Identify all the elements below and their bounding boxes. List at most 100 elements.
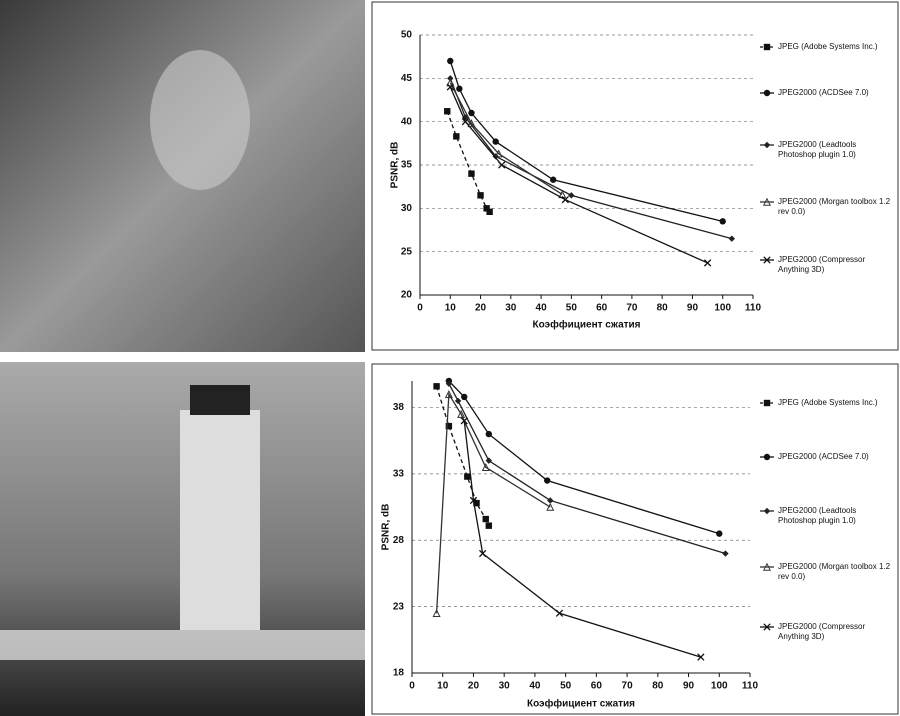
legend-label: JPEG2000 (Compressor Anything 3D)	[778, 255, 866, 274]
marker	[544, 477, 551, 484]
legend-label: JPEG2000 (ACDSee 7.0)	[778, 88, 869, 97]
x-axis-label: Коэффициент сжатия	[532, 319, 640, 331]
x-tick-label: 110	[745, 303, 762, 314]
y-tick-label: 23	[393, 601, 405, 612]
marker	[719, 218, 726, 225]
x-tick-label: 50	[560, 681, 572, 692]
marker	[498, 161, 506, 169]
marker	[444, 389, 453, 398]
x-tick-label: 110	[742, 681, 759, 692]
marker	[697, 653, 705, 661]
marker	[445, 380, 453, 387]
marker	[456, 85, 463, 92]
series-line	[449, 60, 723, 222]
marker	[763, 399, 771, 407]
legend-label: JPEG2000 (Leadtools Photoshop plugin 1.0…	[778, 506, 857, 525]
marker	[454, 397, 462, 405]
marker	[547, 497, 554, 504]
y-axis-label: PSNR, dB	[390, 142, 401, 189]
marker	[485, 522, 493, 529]
y-tick-label: 30	[401, 203, 413, 214]
marker	[481, 462, 490, 471]
photo-detail	[190, 385, 250, 415]
marker	[433, 383, 440, 390]
legend-label: JPEG2000 (Leadtools Photoshop plugin 1.0…	[778, 140, 857, 159]
marker	[763, 507, 771, 515]
marker	[703, 259, 712, 267]
x-tick-label: 40	[529, 681, 541, 692]
marker	[763, 623, 771, 631]
x-tick-label: 60	[596, 303, 608, 314]
x-tick-label: 90	[687, 303, 699, 314]
y-tick-label: 45	[401, 73, 413, 84]
y-tick-label: 20	[401, 290, 413, 301]
x-tick-label: 90	[683, 681, 695, 692]
series-line	[449, 86, 708, 264]
legend-label: JPEG (Adobe Systems Inc.)	[778, 42, 878, 51]
y-tick-label: 25	[401, 246, 413, 257]
legend-label: JPEG2000 (Morgan toolbox 1.2 rev 0.0)	[778, 197, 891, 216]
marker	[762, 197, 772, 206]
marker	[468, 109, 475, 117]
marker	[486, 208, 493, 215]
marker	[492, 138, 499, 145]
marker	[763, 43, 771, 51]
marker	[453, 133, 460, 140]
marker	[479, 549, 487, 558]
y-axis-label: PSNR, dB	[381, 504, 392, 551]
marker	[444, 108, 451, 115]
marker	[477, 192, 484, 199]
marker	[447, 75, 454, 82]
photo-detail	[180, 410, 260, 630]
x-tick-label: 10	[437, 681, 449, 692]
marker	[461, 118, 470, 126]
marker	[728, 235, 736, 242]
x-tick-label: 10	[445, 303, 457, 314]
marker	[445, 422, 453, 430]
x-tick-label: 80	[657, 303, 669, 314]
series-line	[463, 420, 702, 658]
marker	[763, 453, 771, 461]
x-tick-label: 70	[622, 681, 634, 692]
marker	[464, 473, 471, 480]
x-axis-label: Коэффициент сжатия	[527, 698, 635, 710]
legend-label: JPEG2000 (Morgan toolbox 1.2 rev 0.0)	[778, 562, 891, 581]
marker	[762, 562, 772, 571]
y-tick-label: 35	[401, 160, 413, 171]
marker	[469, 496, 478, 505]
y-tick-label: 33	[393, 469, 405, 480]
photo-detail	[150, 50, 250, 190]
marker	[485, 430, 493, 438]
marker	[457, 409, 466, 418]
x-tick-label: 80	[652, 681, 664, 692]
x-tick-label: 100	[714, 303, 731, 314]
marker	[447, 57, 454, 65]
legend-label: JPEG (Adobe Systems Inc.)	[778, 398, 878, 407]
series-line	[449, 82, 563, 196]
marker	[561, 196, 569, 204]
marker	[716, 530, 723, 537]
marker	[432, 608, 441, 617]
marker	[494, 149, 503, 158]
marker	[555, 609, 564, 617]
marker	[485, 457, 493, 464]
y-tick-label: 50	[401, 30, 413, 41]
chart-frame	[371, 1, 899, 351]
marker	[722, 550, 729, 557]
marker	[446, 83, 454, 91]
marker	[482, 515, 489, 523]
y-tick-label: 18	[393, 668, 405, 679]
x-tick-label: 70	[626, 303, 638, 314]
x-tick-label: 40	[536, 303, 548, 314]
x-tick-label: 30	[505, 303, 517, 314]
x-tick-label: 100	[711, 681, 728, 692]
marker	[568, 192, 575, 199]
marker	[461, 393, 468, 401]
marker	[460, 417, 468, 425]
marker	[763, 256, 771, 264]
legend-label: JPEG2000 (ACDSee 7.0)	[778, 452, 869, 461]
legend-label: JPEG2000 (Compressor Anything 3D)	[778, 622, 866, 641]
y-tick-label: 38	[393, 402, 405, 413]
x-tick-label: 60	[591, 681, 603, 692]
